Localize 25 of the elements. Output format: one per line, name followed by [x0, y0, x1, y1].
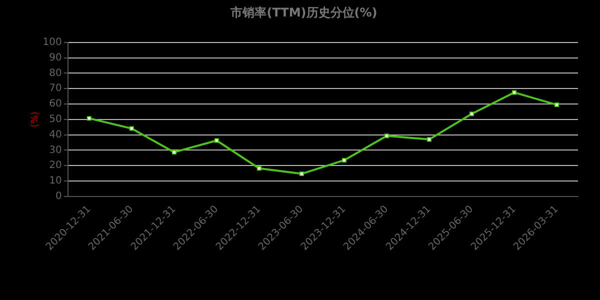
y-tick-label: 30 — [49, 144, 62, 156]
point — [299, 172, 304, 176]
y-tick-label: 100 — [42, 36, 62, 48]
point — [256, 166, 262, 171]
point — [172, 150, 176, 154]
point — [512, 90, 517, 95]
point — [129, 126, 134, 131]
point — [214, 138, 219, 143]
y-axis-title: (%) — [30, 112, 41, 128]
y-tick-label: 80 — [49, 68, 62, 79]
point — [426, 137, 432, 142]
y-tick-label: 70 — [49, 83, 62, 94]
y-tick-label: 10 — [49, 176, 62, 187]
point — [469, 112, 474, 116]
point — [384, 134, 389, 138]
y-tick-label: 60 — [49, 98, 62, 110]
y-tick-label: 0 — [56, 191, 62, 202]
point — [342, 158, 346, 162]
y-tick-label: 20 — [49, 160, 62, 172]
y-tick-label: 40 — [49, 129, 62, 140]
y-tick-label: 50 — [49, 114, 62, 126]
point — [86, 116, 92, 121]
y-tick-label: 90 — [49, 52, 62, 64]
chart-title: 市销率(TTM)历史分位(%) — [230, 5, 378, 20]
point — [554, 102, 560, 108]
